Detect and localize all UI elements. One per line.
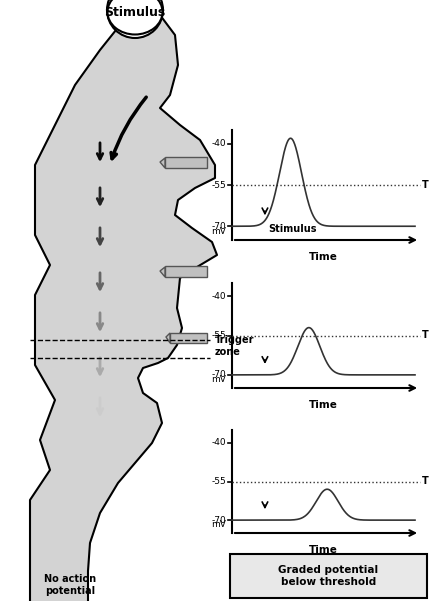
Text: Time: Time bbox=[309, 252, 338, 262]
Text: -55: -55 bbox=[211, 331, 226, 340]
Polygon shape bbox=[166, 333, 170, 343]
Text: No action
potential: No action potential bbox=[44, 574, 96, 596]
Text: -70: -70 bbox=[211, 516, 226, 525]
Polygon shape bbox=[30, 15, 217, 601]
Ellipse shape bbox=[108, 0, 163, 34]
Text: mV: mV bbox=[211, 520, 226, 529]
Text: Graded potential
below threshold: Graded potential below threshold bbox=[278, 565, 378, 587]
Text: -55: -55 bbox=[211, 477, 226, 486]
FancyBboxPatch shape bbox=[165, 157, 207, 168]
Text: Time: Time bbox=[309, 545, 338, 555]
FancyBboxPatch shape bbox=[165, 266, 207, 277]
Text: Stimulus: Stimulus bbox=[268, 224, 317, 234]
Text: -40: -40 bbox=[211, 139, 226, 148]
FancyBboxPatch shape bbox=[230, 554, 427, 598]
Text: -70: -70 bbox=[211, 370, 226, 379]
Text: -40: -40 bbox=[211, 438, 226, 447]
Polygon shape bbox=[160, 267, 165, 277]
Polygon shape bbox=[160, 158, 165, 168]
Circle shape bbox=[107, 0, 163, 38]
Text: mV: mV bbox=[211, 375, 226, 384]
Text: mV: mV bbox=[211, 227, 226, 236]
Text: Stimulus: Stimulus bbox=[104, 5, 166, 19]
Text: T: T bbox=[422, 331, 429, 341]
Text: -55: -55 bbox=[211, 180, 226, 189]
Text: Time: Time bbox=[309, 400, 338, 410]
FancyBboxPatch shape bbox=[170, 333, 207, 343]
Text: Trigger
zone: Trigger zone bbox=[215, 335, 254, 357]
Text: T: T bbox=[422, 180, 429, 190]
Text: T: T bbox=[422, 477, 429, 486]
Text: -70: -70 bbox=[211, 222, 226, 231]
Text: -40: -40 bbox=[211, 291, 226, 300]
